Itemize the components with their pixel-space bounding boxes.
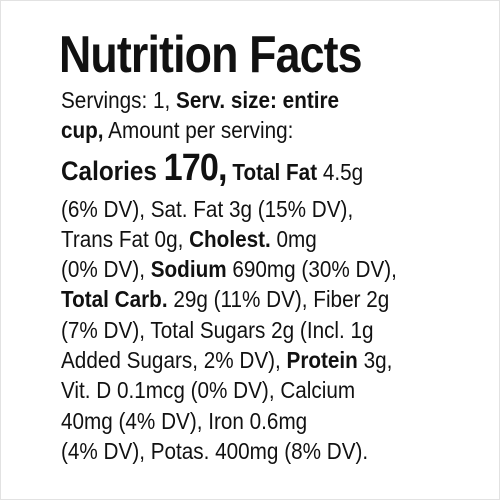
text-segment: Protein — [286, 347, 358, 374]
text-line: (6% DV), Sat. Fat 3g (15% DV), — [61, 194, 397, 224]
label-body: Servings: 1, Serv. size: entire cup, Amou… — [61, 85, 434, 466]
text-line: (0% DV), Sodium 690mg (30% DV), — [61, 254, 397, 284]
text-segment: Vit. D 0.1mcg (0% DV), Calcium — [61, 377, 356, 404]
text-segment: (6% DV), Sat. Fat 3g (15% DV), — [61, 195, 354, 222]
text-segment: (7% DV), Total Sugars 2g (Incl. 1g — [61, 316, 374, 343]
text-line: Added Sugars, 2% DV), Protein 3g, — [61, 345, 397, 375]
text-segment: Total Carb. — [61, 286, 168, 313]
text-line: Trans Fat 0g, Cholest. 0mg — [61, 224, 397, 254]
text-segment: (0% DV), — [61, 256, 151, 283]
text-segment: (4% DV), Potas. 400mg (8% DV). — [61, 437, 369, 464]
text-segment: Amount per serving: — [103, 117, 294, 144]
text-line: Vit. D 0.1mcg (0% DV), Calcium — [61, 375, 397, 405]
text-segment: Cholest. — [189, 225, 271, 252]
text-segment: Total Fat — [226, 158, 318, 185]
text-segment: 40mg (4% DV), Iron 0.6mg — [61, 407, 308, 434]
text-segment: Sodium — [150, 256, 227, 283]
text-segment: Servings: 1, — [61, 87, 177, 113]
text-line: cup, Amount per serving: — [61, 115, 397, 145]
text-segment: 170, — [163, 146, 228, 189]
text-segment: 29g (11% DV), Fiber 2g — [167, 286, 390, 313]
title: Nutrition Facts — [59, 26, 362, 84]
text-segment: Calories — [61, 155, 164, 186]
text-segment: 690mg (30% DV), — [226, 256, 397, 283]
text-segment: 3g, — [357, 347, 393, 374]
text-line: Servings: 1, Serv. size: entire — [61, 85, 397, 115]
text-segment: 4.5g — [317, 158, 364, 185]
text-line: Total Carb. 29g (11% DV), Fiber 2g — [61, 284, 397, 314]
text-segment: Trans Fat 0g, — [61, 225, 190, 252]
text-segment: cup, — [61, 117, 104, 144]
text-segment: Added Sugars, 2% DV), — [61, 347, 287, 374]
text-line: (7% DV), Total Sugars 2g (Incl. 1g — [61, 315, 397, 345]
text-segment: 0mg — [270, 225, 317, 252]
text-segment: Serv. size: entire — [176, 87, 340, 113]
text-line: Calories 170, Total Fat 4.5g — [61, 146, 397, 194]
text-line: (4% DV), Potas. 400mg (8% DV). — [61, 436, 397, 466]
text-line: 40mg (4% DV), Iron 0.6mg — [61, 406, 397, 436]
